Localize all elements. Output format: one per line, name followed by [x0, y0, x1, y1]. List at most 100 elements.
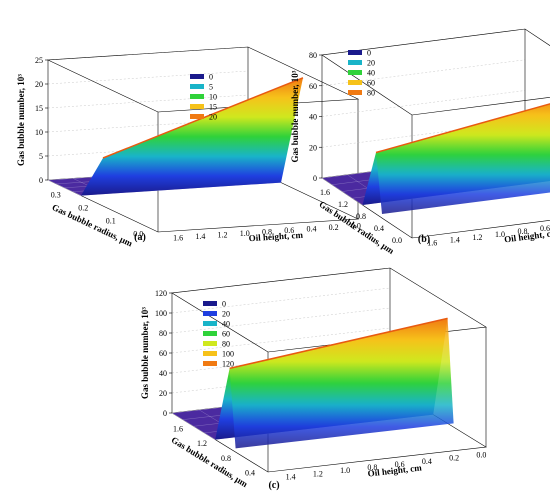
top-outline	[321, 28, 550, 116]
y-tick-label: 1.6	[173, 233, 183, 242]
legend-swatch	[348, 90, 362, 95]
z-tick-label: 20	[309, 143, 317, 152]
gridline	[171, 307, 391, 334]
surface-ridge	[229, 317, 448, 370]
z-tick-label: 80	[309, 51, 317, 60]
z-axis-label: Gas bubble number, 10³	[140, 307, 150, 399]
gridline	[171, 327, 391, 354]
y-tick-label: 1.2	[218, 230, 228, 239]
legend-label: 15	[209, 103, 217, 112]
legend-label: 0	[222, 300, 226, 309]
y-tick-label: 0.2	[449, 454, 459, 463]
x-tick-label: 0.4	[245, 469, 255, 478]
y-tick-label: 1.2	[472, 233, 482, 242]
z-tick-label: 0	[163, 409, 167, 418]
x-tick-label: 0.0	[133, 230, 143, 239]
legend-label: 120	[222, 360, 234, 369]
legend-label: 20	[222, 310, 230, 319]
legend-swatch	[203, 341, 217, 346]
legend-label: 40	[367, 69, 375, 78]
gridline	[171, 287, 391, 314]
legend-swatch	[203, 301, 217, 306]
y-tick-label: 0.0	[476, 451, 486, 460]
panel-label: (a)	[134, 232, 146, 243]
y-tick-label: 0.8	[518, 227, 528, 236]
surface-face	[81, 77, 303, 196]
x-tick-label: 1.2	[197, 439, 207, 448]
legend-label: 20	[209, 113, 217, 122]
z-tick-label: 20	[159, 389, 167, 398]
legend-swatch	[348, 60, 362, 65]
legend-swatch	[190, 84, 204, 89]
z-tick-label: 60	[159, 349, 167, 358]
legend-swatch	[203, 331, 217, 336]
x-axis-label: Gas bubble radius, μm	[51, 202, 135, 249]
z-tick-label: 40	[309, 113, 317, 122]
x-tick-label: 0.0	[392, 236, 402, 245]
surface-back-face	[376, 103, 550, 214]
y-axis-label: Oil height, cm	[248, 230, 303, 244]
legend-swatch	[203, 311, 217, 316]
legend-label: 60	[222, 330, 230, 339]
z-tick-label: 10	[35, 128, 43, 137]
x-tick-label: 1.2	[338, 200, 348, 209]
z-tick-label: 100	[155, 309, 167, 318]
x-tick-label: 0.8	[356, 212, 366, 221]
legend-label: 5	[209, 83, 213, 92]
y-tick-label: 0.8	[262, 228, 272, 237]
z-axis-label: Gas bubble number, 10³	[290, 70, 300, 162]
x-tick-label: 0.3	[51, 191, 61, 200]
y-tick-label: 0.2	[329, 223, 339, 232]
legend-swatch	[190, 104, 204, 109]
z-axis-label: Gas bubble number, 10³	[16, 74, 26, 166]
z-tick-label: 0	[313, 174, 317, 183]
y-tick-label: 1.4	[450, 236, 460, 245]
legend-label: 10	[209, 93, 217, 102]
z-tick-label: 15	[35, 104, 43, 113]
y-tick-label: 0.0	[351, 222, 361, 231]
z-tick-label: 25	[35, 56, 43, 65]
legend-label: 80	[222, 340, 230, 349]
legend-swatch	[190, 114, 204, 119]
x-tick-label: 1.6	[173, 424, 183, 433]
legend-label: 20	[367, 59, 375, 68]
legend-swatch	[190, 94, 204, 99]
legend-label: 60	[367, 79, 375, 88]
z-tick-label: 80	[159, 329, 167, 338]
y-tick-label: 0.6	[395, 460, 405, 469]
legend-swatch	[348, 80, 362, 85]
legend-swatch	[190, 74, 204, 79]
y-tick-label: 1.0	[495, 230, 505, 239]
y-tick-label: 1.0	[240, 229, 250, 238]
x-tick-label: 0.4	[374, 224, 384, 233]
legend-swatch	[203, 361, 217, 366]
z-tick-label: 0	[39, 176, 43, 185]
legend-label: 0	[367, 49, 371, 58]
legend-label: 80	[367, 89, 375, 98]
surface-ridge	[375, 103, 550, 154]
y-tick-label: 0.8	[367, 463, 377, 472]
y-tick-label: 1.0	[340, 466, 350, 475]
x-tick-label: 0.8	[221, 454, 231, 463]
gridline	[47, 70, 249, 85]
x-tick-label: 0.2	[78, 204, 88, 213]
z-tick-label: 60	[309, 82, 317, 91]
y-tick-label: 1.4	[286, 472, 296, 481]
axes-box	[171, 267, 487, 473]
legend-label: 0	[209, 73, 213, 82]
x-tick-label: 1.6	[320, 188, 330, 197]
x-tick-label: 0.1	[106, 217, 116, 226]
y-tick-label: 1.6	[427, 239, 437, 248]
y-tick-label: 0.4	[422, 457, 432, 466]
panel-label: (c)	[268, 480, 279, 491]
legend-swatch	[348, 50, 362, 55]
y-tick-label: 0.4	[306, 225, 316, 234]
gridline	[47, 94, 249, 109]
legend-swatch	[348, 70, 362, 75]
z-tick-label: 5	[39, 152, 43, 161]
